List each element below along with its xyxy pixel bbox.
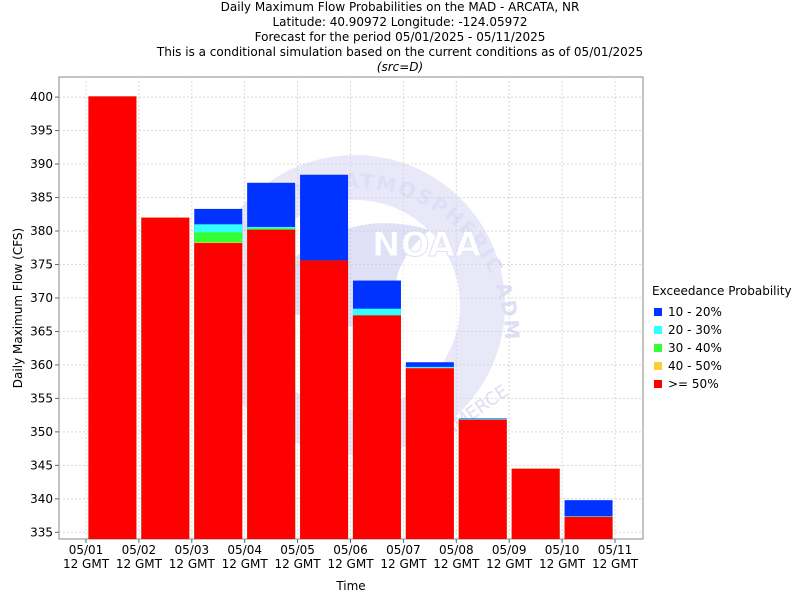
bar-segment: [458, 419, 507, 539]
legend-title: Exceedance Probability: [652, 284, 792, 298]
chart-title-block: Daily Maximum Flow Probabilities on the …: [0, 0, 800, 75]
y-tick-label: 380: [30, 224, 53, 238]
legend-swatch: [654, 326, 662, 334]
bar-segment: [300, 260, 349, 539]
x-tick-label-date: 05/01: [69, 543, 104, 557]
bar-segment: [194, 243, 243, 539]
legend-swatch: [654, 362, 662, 370]
y-tick-label: 360: [30, 358, 53, 372]
legend-item: 30 - 40%: [652, 339, 792, 357]
y-tick-label: 375: [30, 257, 53, 271]
x-tick-label-time: 12 GMT: [539, 557, 586, 571]
legend-item: 20 - 30%: [652, 321, 792, 339]
y-axis-label: Daily Maximum Flow (CFS): [11, 228, 25, 388]
bar-segment: [564, 516, 613, 539]
bar-segment: [511, 468, 560, 539]
legend-label: 10 - 20%: [668, 305, 722, 319]
x-tick-label-time: 12 GMT: [433, 557, 480, 571]
x-tick-label-date: 05/10: [545, 543, 580, 557]
x-tick-label-time: 12 GMT: [486, 557, 533, 571]
x-tick-label-date: 05/08: [439, 543, 474, 557]
legend-item: >= 50%: [652, 375, 792, 393]
legend-item: 40 - 50%: [652, 357, 792, 375]
y-tick-label: 400: [30, 90, 53, 104]
chart-subtitle-condition: This is a conditional simulation based o…: [156, 45, 644, 59]
chart-source: (src=D): [376, 60, 424, 74]
x-tick-label-date: 05/06: [333, 543, 368, 557]
x-tick-label-time: 12 GMT: [116, 557, 163, 571]
legend-swatch: [654, 344, 662, 352]
legend-items: 10 - 20% 20 - 30% 30 - 40% 40 - 50% >= 50%: [652, 303, 792, 393]
chart-subtitle-location: Latitude: 40.90972 Longitude: -124.05972: [272, 15, 528, 29]
x-tick-label-date: 05/02: [122, 543, 157, 557]
legend-label: 20 - 30%: [668, 323, 722, 337]
y-tick-label: 370: [30, 291, 53, 305]
x-tick-label-date: 05/05: [280, 543, 315, 557]
y-tick-label: 345: [30, 458, 53, 472]
bar-segment: [247, 229, 296, 539]
x-tick-label-time: 12 GMT: [380, 557, 427, 571]
x-tick-label-date: 05/03: [175, 543, 210, 557]
legend-label: 40 - 50%: [668, 359, 722, 373]
bar-segment: [352, 315, 401, 539]
x-tick-label-time: 12 GMT: [327, 557, 374, 571]
legend-item: 10 - 20%: [652, 303, 792, 321]
legend: Exceedance Probability 10 - 20% 20 - 30% 3…: [652, 284, 792, 393]
x-tick-label-time: 12 GMT: [592, 557, 639, 571]
legend-label: >= 50%: [668, 377, 719, 391]
legend-swatch: [654, 308, 662, 316]
y-tick-label: 335: [30, 525, 53, 539]
x-tick-label-time: 12 GMT: [169, 557, 216, 571]
x-axis-label: Time: [335, 579, 365, 593]
bar-segment: [141, 217, 190, 539]
y-tick-label: 355: [30, 391, 53, 405]
x-tick-label-time: 12 GMT: [222, 557, 269, 571]
y-tick-label: 390: [30, 157, 53, 171]
legend-swatch: [654, 380, 662, 388]
chart-subtitle-period: Forecast for the period 05/01/2025 - 05/…: [254, 30, 546, 44]
bar-stacks: [88, 96, 613, 540]
x-tick-label-date: 05/04: [227, 543, 262, 557]
x-tick-label-time: 12 GMT: [63, 557, 110, 571]
watermark-center-text: NOAA: [372, 225, 482, 265]
y-tick-label: 365: [30, 324, 53, 338]
bar-segment: [88, 96, 137, 539]
chart-title: Daily Maximum Flow Probabilities on the …: [220, 0, 580, 14]
legend-label: 30 - 40%: [668, 341, 722, 355]
y-tick-label: 350: [30, 425, 53, 439]
y-axis: 335 340 345 350 355 360 365 370 375 380 385 390 395 4…: [30, 90, 59, 539]
x-tick-label-time: 12 GMT: [275, 557, 322, 571]
x-tick-label-date: 05/11: [598, 543, 633, 557]
bar-segment: [405, 368, 454, 539]
y-tick-label: 395: [30, 124, 53, 138]
y-tick-label: 340: [30, 492, 53, 506]
x-tick-label-date: 05/07: [386, 543, 421, 557]
x-tick-label-date: 05/09: [492, 543, 527, 557]
y-tick-label: 385: [30, 191, 53, 205]
